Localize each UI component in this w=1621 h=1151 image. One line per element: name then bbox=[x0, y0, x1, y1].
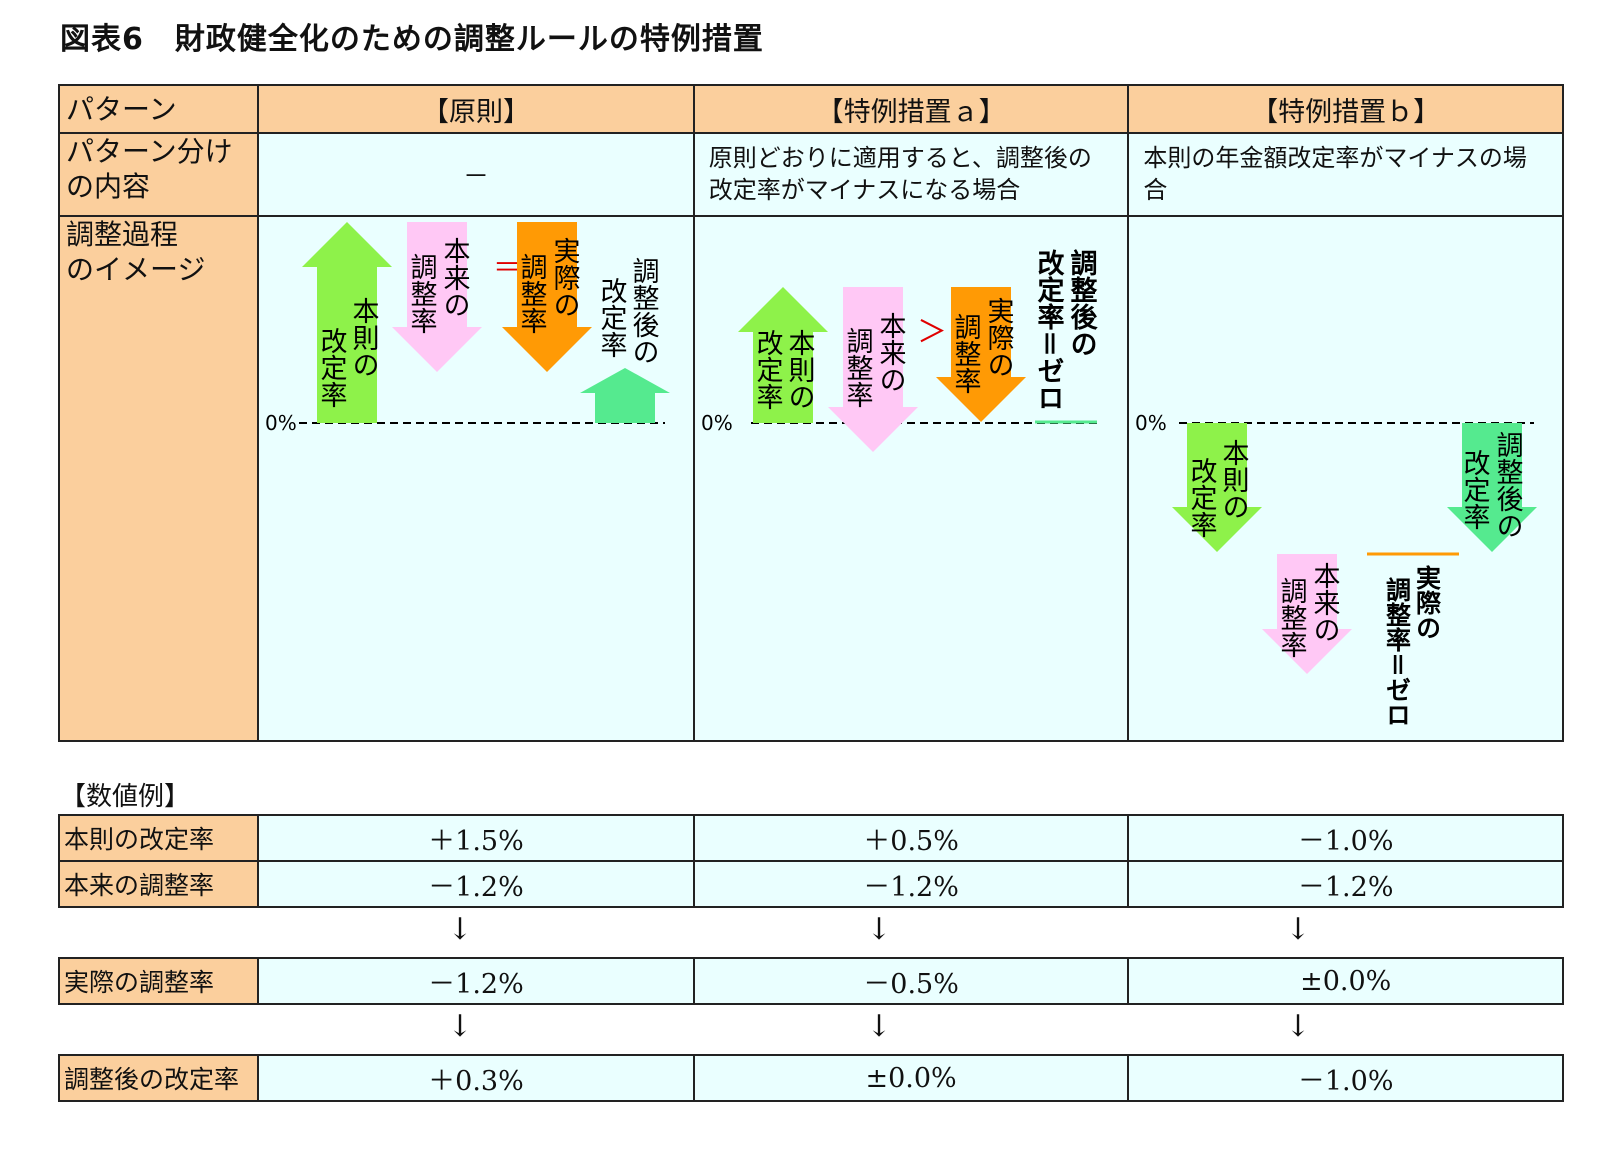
numeric-value-principle: －1.2% bbox=[257, 860, 695, 908]
honsoku-up-arrow bbox=[737, 286, 828, 423]
honrai-label-col2: 調整率 bbox=[1276, 577, 1307, 658]
numeric-value-principle: ＋0.3% bbox=[257, 1054, 695, 1102]
numeric-value-special-a: －0.5% bbox=[692, 957, 1130, 1005]
jissai-zero-label-col1: 実際の bbox=[1413, 564, 1442, 640]
header-pattern-label: パターン bbox=[57, 84, 260, 134]
honrai-label-col1: 本来の bbox=[439, 237, 471, 318]
numeric-value-principle: －1.2% bbox=[257, 957, 695, 1005]
numeric-value-special-b: －1.0% bbox=[1127, 1054, 1564, 1102]
chouseigo-down-arrow bbox=[1447, 422, 1538, 552]
greater-sign: ＞ bbox=[917, 315, 947, 350]
header-special-b: 【特例措置ｂ】 bbox=[1127, 84, 1564, 134]
chouseigo-label-col1: 調整後の bbox=[1492, 431, 1524, 539]
honrai-label-col1: 本来の bbox=[874, 312, 906, 393]
down-arrow-icon: ↓ bbox=[866, 1009, 892, 1044]
numeric-value-special-a: ±0.0% bbox=[692, 1054, 1130, 1102]
honsoku-label-col2: 改定率 bbox=[316, 327, 348, 408]
chouseigo-up-arrow bbox=[580, 367, 671, 423]
jissai-label-col2: 調整率 bbox=[516, 253, 547, 334]
row-label-pattern-content: パターン分け の内容 bbox=[57, 132, 260, 217]
row-label-line1: 調整過程 bbox=[66, 217, 179, 251]
numeric-row-chouseigo: 調整後の改定率 ＋0.3% ±0.0% －1.0% bbox=[57, 1054, 1564, 1102]
zero-label: 0% bbox=[1135, 411, 1167, 435]
numeric-value-principle: ＋1.5% bbox=[257, 814, 695, 862]
numeric-value-special-a: －1.2% bbox=[692, 860, 1130, 908]
chouseigo-label-col2: 改定率 bbox=[1459, 449, 1491, 530]
down-arrow-icon: ↓ bbox=[866, 912, 892, 947]
pattern-content-special-b: 本則の年金額改定率がマイナスの場合 bbox=[1127, 132, 1564, 217]
honsoku-up-arrow bbox=[302, 221, 393, 423]
zero-label: 0% bbox=[701, 411, 733, 435]
numeric-row-label: 実際の調整率 bbox=[57, 957, 260, 1005]
jissai-zero-label-col2: 調整率＝ゼロ bbox=[1383, 576, 1412, 727]
header-principle: 【原則】 bbox=[257, 84, 695, 134]
honrai-label-col1: 本来の bbox=[1309, 562, 1341, 643]
honrai-down-arrow bbox=[392, 221, 483, 372]
header-special-a: 【特例措置ａ】 bbox=[692, 84, 1130, 134]
honsoku-label-col1: 本則の bbox=[783, 329, 815, 410]
numeric-row-honsoku: 本則の改定率 ＋1.5% ＋0.5% －1.0% bbox=[57, 814, 1564, 862]
honrai-label-col2: 調整率 bbox=[841, 327, 872, 408]
honsoku-label-col1: 本則の bbox=[1218, 439, 1250, 520]
numeric-value-special-b: －1.0% bbox=[1127, 814, 1564, 862]
equal-sign: ＝ bbox=[493, 251, 521, 284]
numeric-value-special-b: ±0.0% bbox=[1127, 957, 1564, 1005]
zero-label: 0% bbox=[265, 411, 297, 435]
numeric-value-special-b: －1.2% bbox=[1127, 860, 1564, 908]
numeric-value-special-a: ＋0.5% bbox=[692, 814, 1130, 862]
down-arrow-icon: ↓ bbox=[447, 1009, 473, 1044]
numeric-row-label: 本来の調整率 bbox=[57, 860, 260, 908]
page-title: 図表6 財政健全化のための調整ルールの特例措置 bbox=[60, 22, 764, 57]
chouseigo-zero-label-col2: 改定率＝ゼロ bbox=[1032, 249, 1064, 411]
down-arrow-row: ↓ ↓ ↓ bbox=[58, 910, 1564, 956]
jissai-down-arrow bbox=[502, 221, 593, 372]
diagram-special-a-svg: 0% 改定率 本則の 調整率 本来の ＞ 調整率 実際の 改定率＝ゼロ 調整後の bbox=[701, 248, 1100, 452]
down-arrow-icon: ↓ bbox=[1285, 912, 1311, 947]
honrai-down-arrow bbox=[1262, 553, 1353, 674]
jissai-label-col1: 実際の bbox=[549, 237, 580, 318]
numeric-section-label: 【数値例】 bbox=[60, 782, 191, 812]
numeric-row-label: 調整後の改定率 bbox=[57, 1054, 260, 1102]
honsoku-label-col1: 本則の bbox=[348, 297, 380, 378]
row-label-line2: のイメージ bbox=[66, 252, 206, 286]
honrai-label-col2: 調整率 bbox=[406, 253, 437, 334]
pattern-table: パターン 【原則】 【特例措置ａ】 【特例措置ｂ】 パターン分け の内容 － 原則… bbox=[57, 84, 1564, 742]
pattern-content-special-a: 原則どおりに適用すると、調整後の改定率がマイナスになる場合 bbox=[692, 132, 1130, 217]
diagram-special-b: 0% 改定率 本則の 調整率 本来の 調整率＝ゼロ 実際の 改定率 調整後の bbox=[1127, 214, 1564, 742]
chouseigo-label-col2: 改定率 bbox=[596, 277, 628, 358]
chouseigo-zero-label-col1: 調整後の bbox=[1065, 248, 1097, 357]
diagram-special-b-svg: 0% 改定率 本則の 調整率 本来の 調整率＝ゼロ 実際の 改定率 調整後の bbox=[1135, 411, 1538, 727]
numeric-row-label: 本則の改定率 bbox=[57, 814, 260, 862]
honrai-down-arrow bbox=[827, 286, 918, 452]
row-label-line2: の内容 bbox=[66, 170, 151, 203]
jissai-down-arrow bbox=[935, 286, 1026, 422]
row-label-process: 調整過程 のイメージ bbox=[57, 214, 260, 742]
jissai-label-col2: 調整率 bbox=[949, 313, 980, 394]
row-label-line1: パターン分け bbox=[66, 135, 233, 168]
honsoku-down-arrow bbox=[1172, 422, 1263, 552]
diagram-principle-svg: 0% 改定率 本則の 調整率 本来の ＝ 調整率 実際の 改定率 調整後の bbox=[265, 221, 671, 435]
numeric-row-jissai: 実際の調整率 －1.2% －0.5% ±0.0% bbox=[57, 957, 1564, 1005]
pattern-content-principle: － bbox=[257, 132, 695, 217]
honsoku-label-col2: 改定率 bbox=[1186, 457, 1218, 538]
numeric-row-honrai: 本来の調整率 －1.2% －1.2% －1.2% bbox=[57, 860, 1564, 908]
down-arrow-icon: ↓ bbox=[1285, 1009, 1311, 1044]
down-arrow-row: ↓ ↓ ↓ bbox=[58, 1007, 1564, 1053]
honsoku-label-col2: 改定率 bbox=[751, 329, 783, 410]
diagram-principle: 0% 改定率 本則の 調整率 本来の ＝ 調整率 実際の 改定率 調整後の bbox=[257, 214, 695, 742]
down-arrow-icon: ↓ bbox=[447, 912, 473, 947]
jissai-label-col1: 実際の bbox=[982, 297, 1013, 378]
diagram-special-a: 0% 改定率 本則の 調整率 本来の ＞ 調整率 実際の 改定率＝ゼロ 調整後の bbox=[692, 214, 1130, 742]
chouseigo-label-col1: 調整後の bbox=[628, 257, 660, 365]
